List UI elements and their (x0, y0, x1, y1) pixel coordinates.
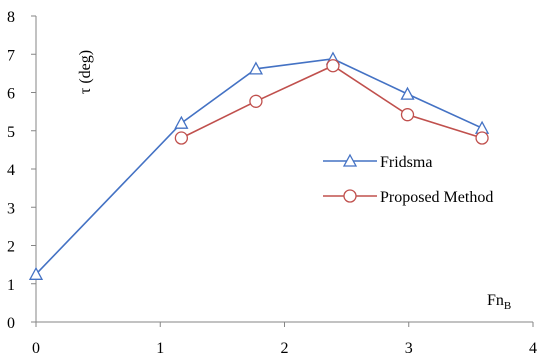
legend-item-proposed-method: Proposed Method (323, 189, 493, 206)
series-fridsma-line (35, 58, 483, 275)
series-proposed-method-point-1 (249, 94, 263, 108)
y-tick-label-3: 3 (7, 200, 15, 217)
y-tick-label-7: 7 (7, 47, 15, 64)
series-fridsma-point-1 (174, 115, 189, 129)
series-fridsma-point-2 (248, 61, 264, 75)
axes (35, 16, 533, 323)
y-ticks: 0 1 2 3 4 5 6 7 8 (7, 9, 36, 332)
y-tick-label-0: 0 (7, 315, 15, 332)
x-axis-title-main: Fn (487, 292, 504, 309)
y-tick-label-1: 1 (7, 277, 15, 294)
series-fridsma-point-4 (400, 86, 415, 100)
series-proposed-method-point-3 (400, 108, 415, 122)
series-proposed-method-point-0 (174, 131, 189, 145)
series-proposed-method-point-2 (326, 59, 340, 73)
y-tick-label-4: 4 (7, 162, 15, 179)
legend-proposed-label: Proposed Method (380, 189, 493, 206)
x-axis-title-subscript: B (504, 300, 511, 312)
y-tick-label-8: 8 (7, 9, 15, 26)
y-axis-title: τ (deg) (77, 50, 94, 94)
x-axis-title: FnB (487, 292, 511, 312)
legend-item-fridsma: Fridsma (323, 153, 432, 171)
legend: Fridsma Proposed Method (323, 153, 493, 206)
y-tick-label-2: 2 (7, 239, 15, 256)
series-proposed-method-line (181, 64, 483, 139)
series-layer (28, 51, 490, 280)
series-fridsma-point-0 (28, 266, 44, 280)
x-tick-label-0: 0 (32, 340, 40, 357)
legend-proposed-circle-marker (343, 189, 357, 203)
x-tick-label-2: 2 (281, 340, 289, 357)
y-tick-label-5: 5 (7, 124, 15, 141)
x-tick-label-3: 3 (405, 340, 413, 357)
legend-fridsma-label: Fridsma (380, 154, 432, 171)
series-proposed-method-point-4 (475, 131, 489, 145)
x-tick-label-1: 1 (156, 340, 164, 357)
x-ticks: 0 1 2 3 4 (32, 322, 537, 357)
y-tick-label-6: 6 (7, 86, 15, 103)
legend-fridsma-triangle-marker (342, 153, 358, 167)
x-tick-label-4: 4 (529, 340, 537, 357)
